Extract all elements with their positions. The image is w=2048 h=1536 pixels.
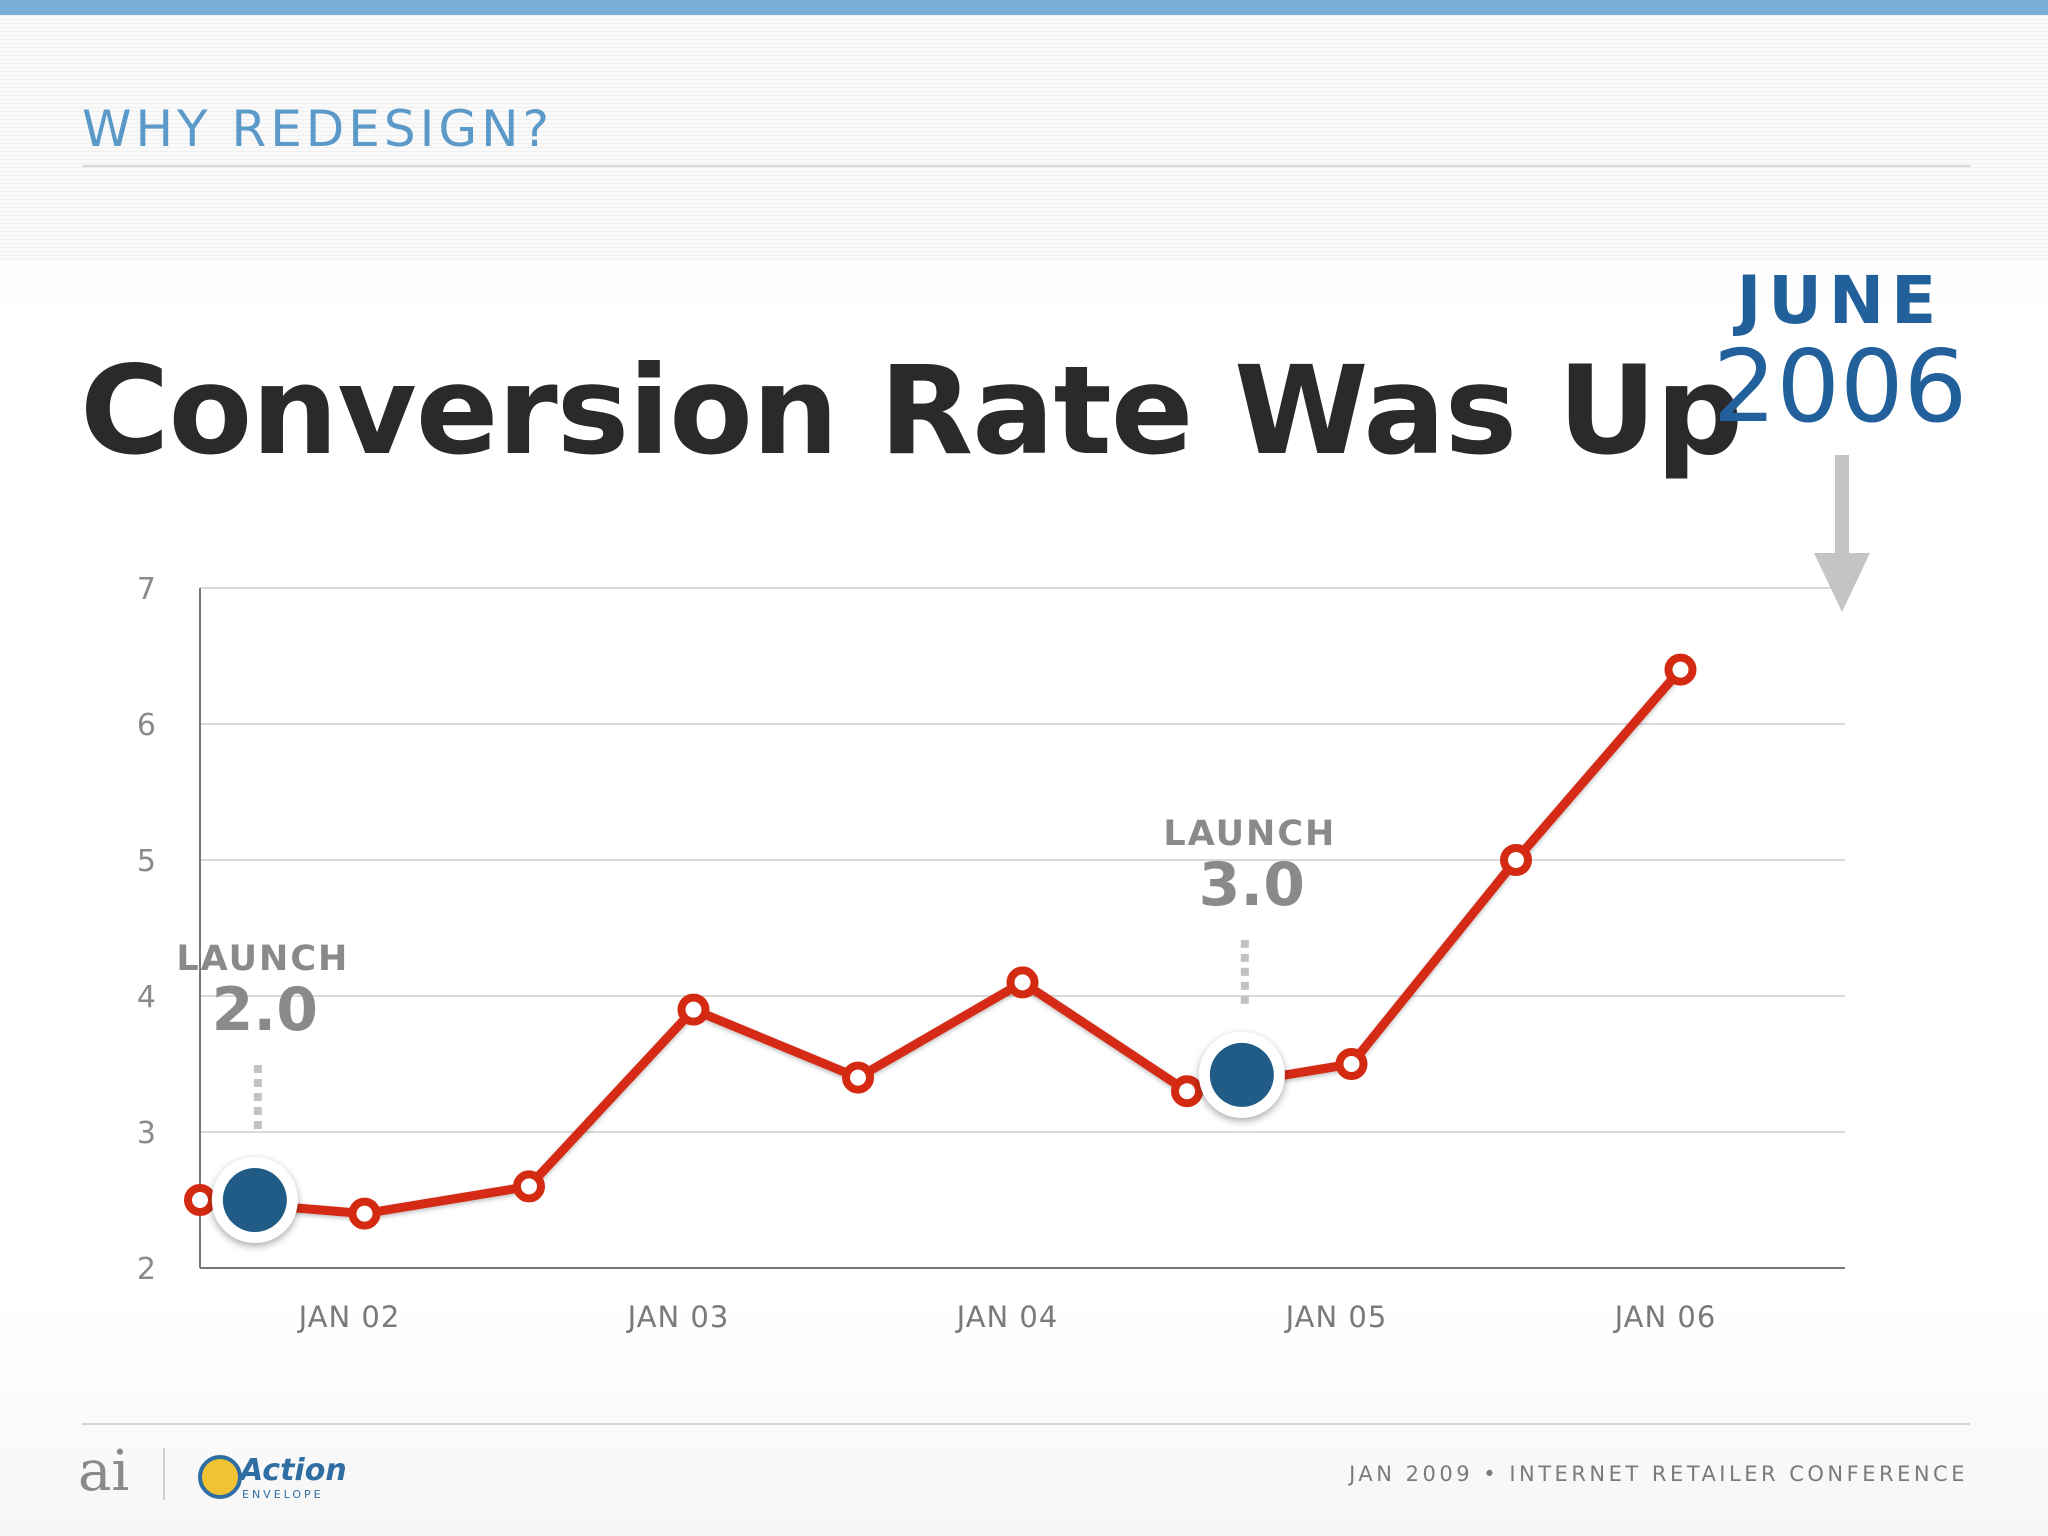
x-tick-label: JAN 06: [1613, 1300, 1717, 1334]
x-tick-label: JAN 05: [1284, 1300, 1388, 1334]
data-point: [1500, 844, 1532, 876]
data-point: [184, 1184, 216, 1216]
logo-divider: [163, 1448, 165, 1500]
slide-title: Conversion Rate Was Up: [80, 340, 1743, 482]
ai-logo: ai: [78, 1440, 129, 1504]
series-line-path: [195, 665, 1685, 1219]
footer-divider: [82, 1423, 1970, 1425]
data-point: [677, 993, 710, 1026]
x-tick-labels: JAN 02 JAN 03 JAN 04 JAN 05 JAN 06: [297, 1300, 1717, 1334]
y-tick-label: 6: [137, 708, 156, 743]
launch-label: LAUNCH: [1163, 814, 1336, 854]
series-line: [195, 665, 1685, 1219]
section-label: WHY REDESIGN?: [82, 100, 554, 158]
data-point: [1335, 1048, 1368, 1080]
y-tick-label: 4: [137, 980, 156, 1015]
y-tick-label: 3: [137, 1116, 156, 1151]
y-tick-labels: 2 3 4 5 6 7: [137, 572, 156, 1287]
data-point: [1664, 653, 1697, 686]
callout-year: 2006: [1712, 328, 1968, 445]
launch-marker-dot: [1209, 1042, 1274, 1107]
launch-marker-dot: [222, 1168, 287, 1232]
x-tick-label: JAN 02: [297, 1300, 401, 1334]
launch-version: 3.0: [1199, 850, 1305, 920]
launch-version: 2.0: [212, 975, 318, 1045]
conversion-rate-chart: 2 3 4 5 6 7 JAN 02 JAN 03 JAN 04 JAN 05 JAN 06 LA…: [137, 455, 1870, 1334]
top-accent-bar: [0, 0, 2048, 15]
footer-conference-text: JAN 2009 • INTERNET RETAILER CONFERENCE: [1349, 1462, 1968, 1486]
y-tick-label: 7: [137, 572, 156, 607]
series-points: [184, 653, 1697, 1230]
action-envelope-logo: Action ENVELOPE: [198, 1453, 347, 1501]
y-tick-label: 2: [137, 1252, 156, 1287]
chart-grid: [200, 587, 1845, 1133]
header-divider: [82, 165, 1970, 167]
svg-text:ENVELOPE: ENVELOPE: [242, 1488, 324, 1501]
data-point: [1171, 1075, 1203, 1108]
x-tick-label: JAN 04: [955, 1300, 1059, 1334]
footer-logos: ai Action ENVELOPE: [78, 1440, 347, 1504]
chart-axes: [199, 588, 1845, 1269]
header-pattern: [0, 15, 2048, 260]
x-tick-label: JAN 03: [626, 1300, 730, 1334]
data-point: [513, 1170, 545, 1203]
y-tick-label: 5: [137, 844, 156, 879]
callout-arrow-icon: [1814, 455, 1870, 612]
data-point: [1006, 966, 1039, 999]
data-point: [842, 1061, 874, 1094]
svg-text:Action: Action: [238, 1453, 347, 1488]
callout-month: JUNE: [1736, 262, 1944, 339]
data-point: [348, 1197, 381, 1230]
launch-label: LAUNCH: [176, 939, 349, 979]
